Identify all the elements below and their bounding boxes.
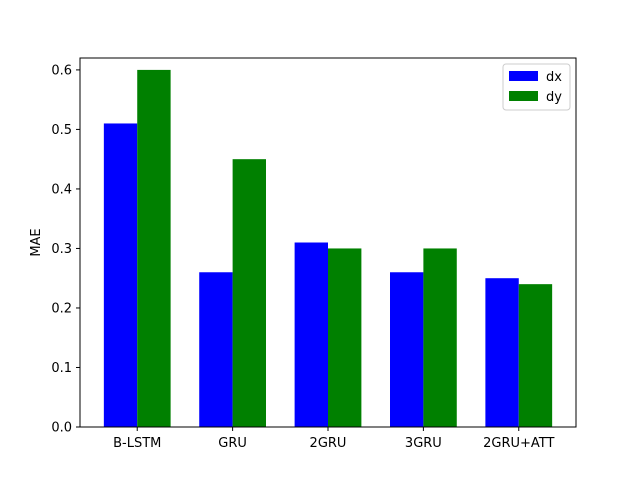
y-tick-label: 0.6 [51,63,72,78]
bar-dx-2gru [294,242,328,427]
bar-dy-3gru [423,248,457,427]
legend-label-dy: dy [546,90,562,105]
bar-dx-3gru [390,272,424,427]
bar-dx-gru [199,272,233,427]
x-tick-label: GRU [218,436,247,451]
y-axis-label: MAE [29,228,44,256]
y-tick-label: 0.4 [51,182,72,197]
legend-label-dx: dx [546,70,562,85]
x-tick-label: 3GRU [405,436,442,451]
y-tick-label: 0.3 [51,242,72,257]
bars-group [103,69,553,427]
y-tick-label: 0.2 [51,301,72,316]
bar-dy-2gru-att [518,284,553,427]
plot-frame [79,57,577,428]
legend-swatch-dy [509,91,538,101]
bar-dy-2gru [328,248,362,427]
y-tick-label: 0.1 [51,361,72,376]
bar-dx-2gru-att [485,278,519,427]
y-ticks-group: 0.0 0.1 0.2 0.3 0.4 0.5 0.6 [51,63,80,436]
bar-dy-gru [232,159,266,427]
legend-swatch-dx [509,71,538,81]
bar-dy-b-lstm [137,69,171,427]
x-tick-label: 2GRU [310,436,347,451]
y-tick-label: 0.5 [51,123,72,138]
legend: dx dy [502,63,571,111]
x-tick-label: B-LSTM [113,436,161,451]
x-ticks-group: B-LSTM GRU 2GRU 3GRU 2GRU+ATT [113,427,554,451]
x-tick-label: 2GRU+ATT [483,436,554,451]
bar-dx-b-lstm [103,123,138,427]
y-tick-label: 0.0 [51,421,72,436]
